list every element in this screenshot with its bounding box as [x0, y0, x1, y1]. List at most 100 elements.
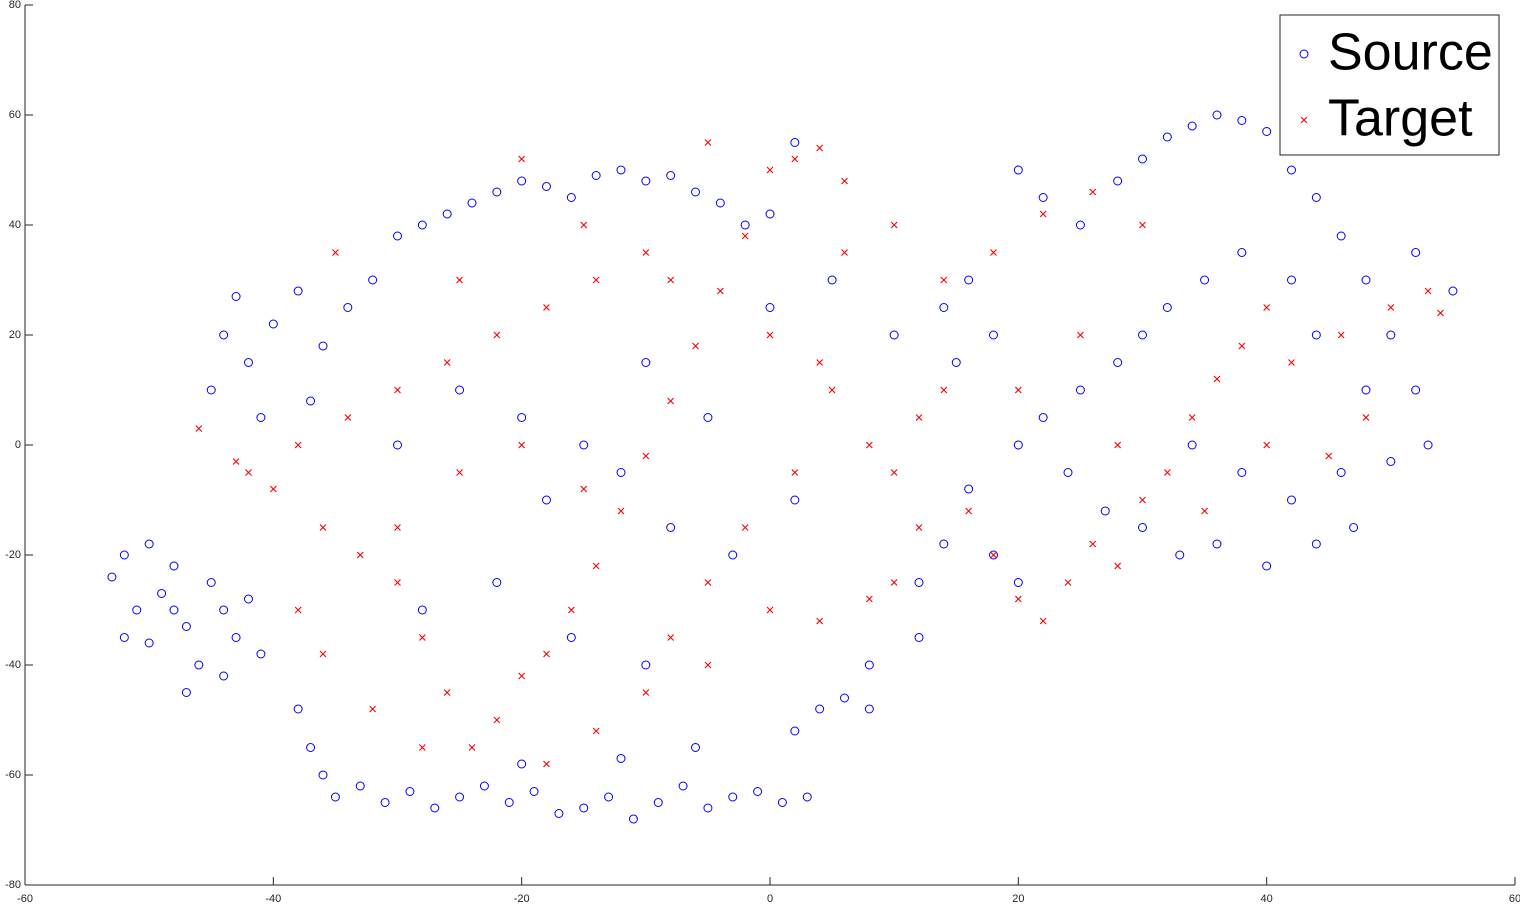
point [119, 633, 129, 642]
point [765, 209, 775, 219]
point [715, 198, 725, 208]
point [616, 468, 626, 477]
point [256, 413, 266, 422]
point [1113, 176, 1123, 186]
legend-marker [1300, 116, 1308, 124]
point [542, 182, 551, 191]
point [1386, 330, 1396, 340]
point [990, 249, 997, 256]
point [1437, 309, 1444, 317]
point [1039, 210, 1047, 218]
point [691, 743, 700, 752]
point [1423, 440, 1433, 450]
point [293, 286, 303, 296]
point [1336, 468, 1346, 477]
point [592, 276, 600, 284]
point [245, 469, 252, 476]
point [642, 452, 650, 460]
point [332, 249, 339, 256]
point [641, 660, 651, 670]
point [181, 688, 191, 697]
point [1114, 441, 1122, 449]
point [1263, 304, 1271, 311]
point [517, 413, 527, 422]
point [567, 606, 575, 614]
point [864, 704, 874, 714]
point [554, 809, 564, 818]
point [344, 414, 352, 421]
point [504, 798, 514, 807]
point [951, 358, 961, 367]
point [740, 220, 750, 230]
point [1162, 132, 1172, 142]
y-tick-label: 60 [9, 109, 21, 121]
point [518, 155, 526, 163]
point [678, 781, 688, 791]
point [1237, 468, 1247, 477]
x-tick-label: 60 [1509, 893, 1520, 905]
y-tick-label: -40 [5, 659, 21, 671]
point [1237, 248, 1247, 257]
point [890, 579, 898, 586]
point [1238, 342, 1246, 350]
point [1212, 110, 1222, 120]
point [865, 441, 873, 449]
point [293, 704, 303, 714]
point [704, 579, 712, 586]
point [580, 485, 588, 493]
point [1075, 220, 1085, 230]
point [964, 484, 974, 494]
y-tick-label: 40 [9, 219, 21, 231]
point [518, 672, 526, 680]
point [518, 441, 526, 449]
point [741, 232, 749, 240]
point [1311, 330, 1321, 340]
point [1349, 523, 1359, 532]
point [827, 275, 837, 285]
point [318, 341, 328, 351]
point [493, 331, 501, 339]
point [1262, 561, 1272, 571]
point [667, 634, 675, 641]
x-tick-label: 40 [1261, 893, 1273, 905]
point [169, 605, 179, 615]
point [256, 649, 266, 659]
point [1386, 457, 1396, 466]
point [1387, 304, 1395, 311]
point [579, 803, 589, 813]
point [294, 441, 302, 449]
y-tick-label: 20 [9, 329, 21, 341]
point [1013, 578, 1023, 587]
point [1038, 193, 1048, 202]
point [543, 650, 550, 658]
point [864, 660, 874, 670]
point [667, 276, 675, 284]
point [1113, 358, 1123, 367]
point [841, 249, 848, 256]
point [914, 633, 924, 642]
point [394, 579, 401, 586]
point [989, 550, 998, 560]
point [443, 359, 451, 366]
x-tick-label: 20 [1012, 893, 1024, 905]
point [206, 385, 216, 395]
point [206, 578, 216, 587]
point [841, 177, 848, 185]
point [1262, 127, 1272, 136]
point [355, 781, 365, 791]
point [1075, 385, 1085, 395]
point [1424, 287, 1432, 295]
y-tick-label: 80 [9, 0, 21, 11]
point [914, 578, 924, 587]
point [1163, 469, 1171, 476]
point [840, 693, 849, 703]
point [1213, 375, 1221, 383]
point [1337, 331, 1345, 339]
point [1114, 562, 1122, 570]
point [802, 792, 812, 802]
point [1138, 330, 1147, 340]
point [1138, 154, 1147, 164]
point [592, 562, 600, 570]
point [728, 550, 738, 560]
